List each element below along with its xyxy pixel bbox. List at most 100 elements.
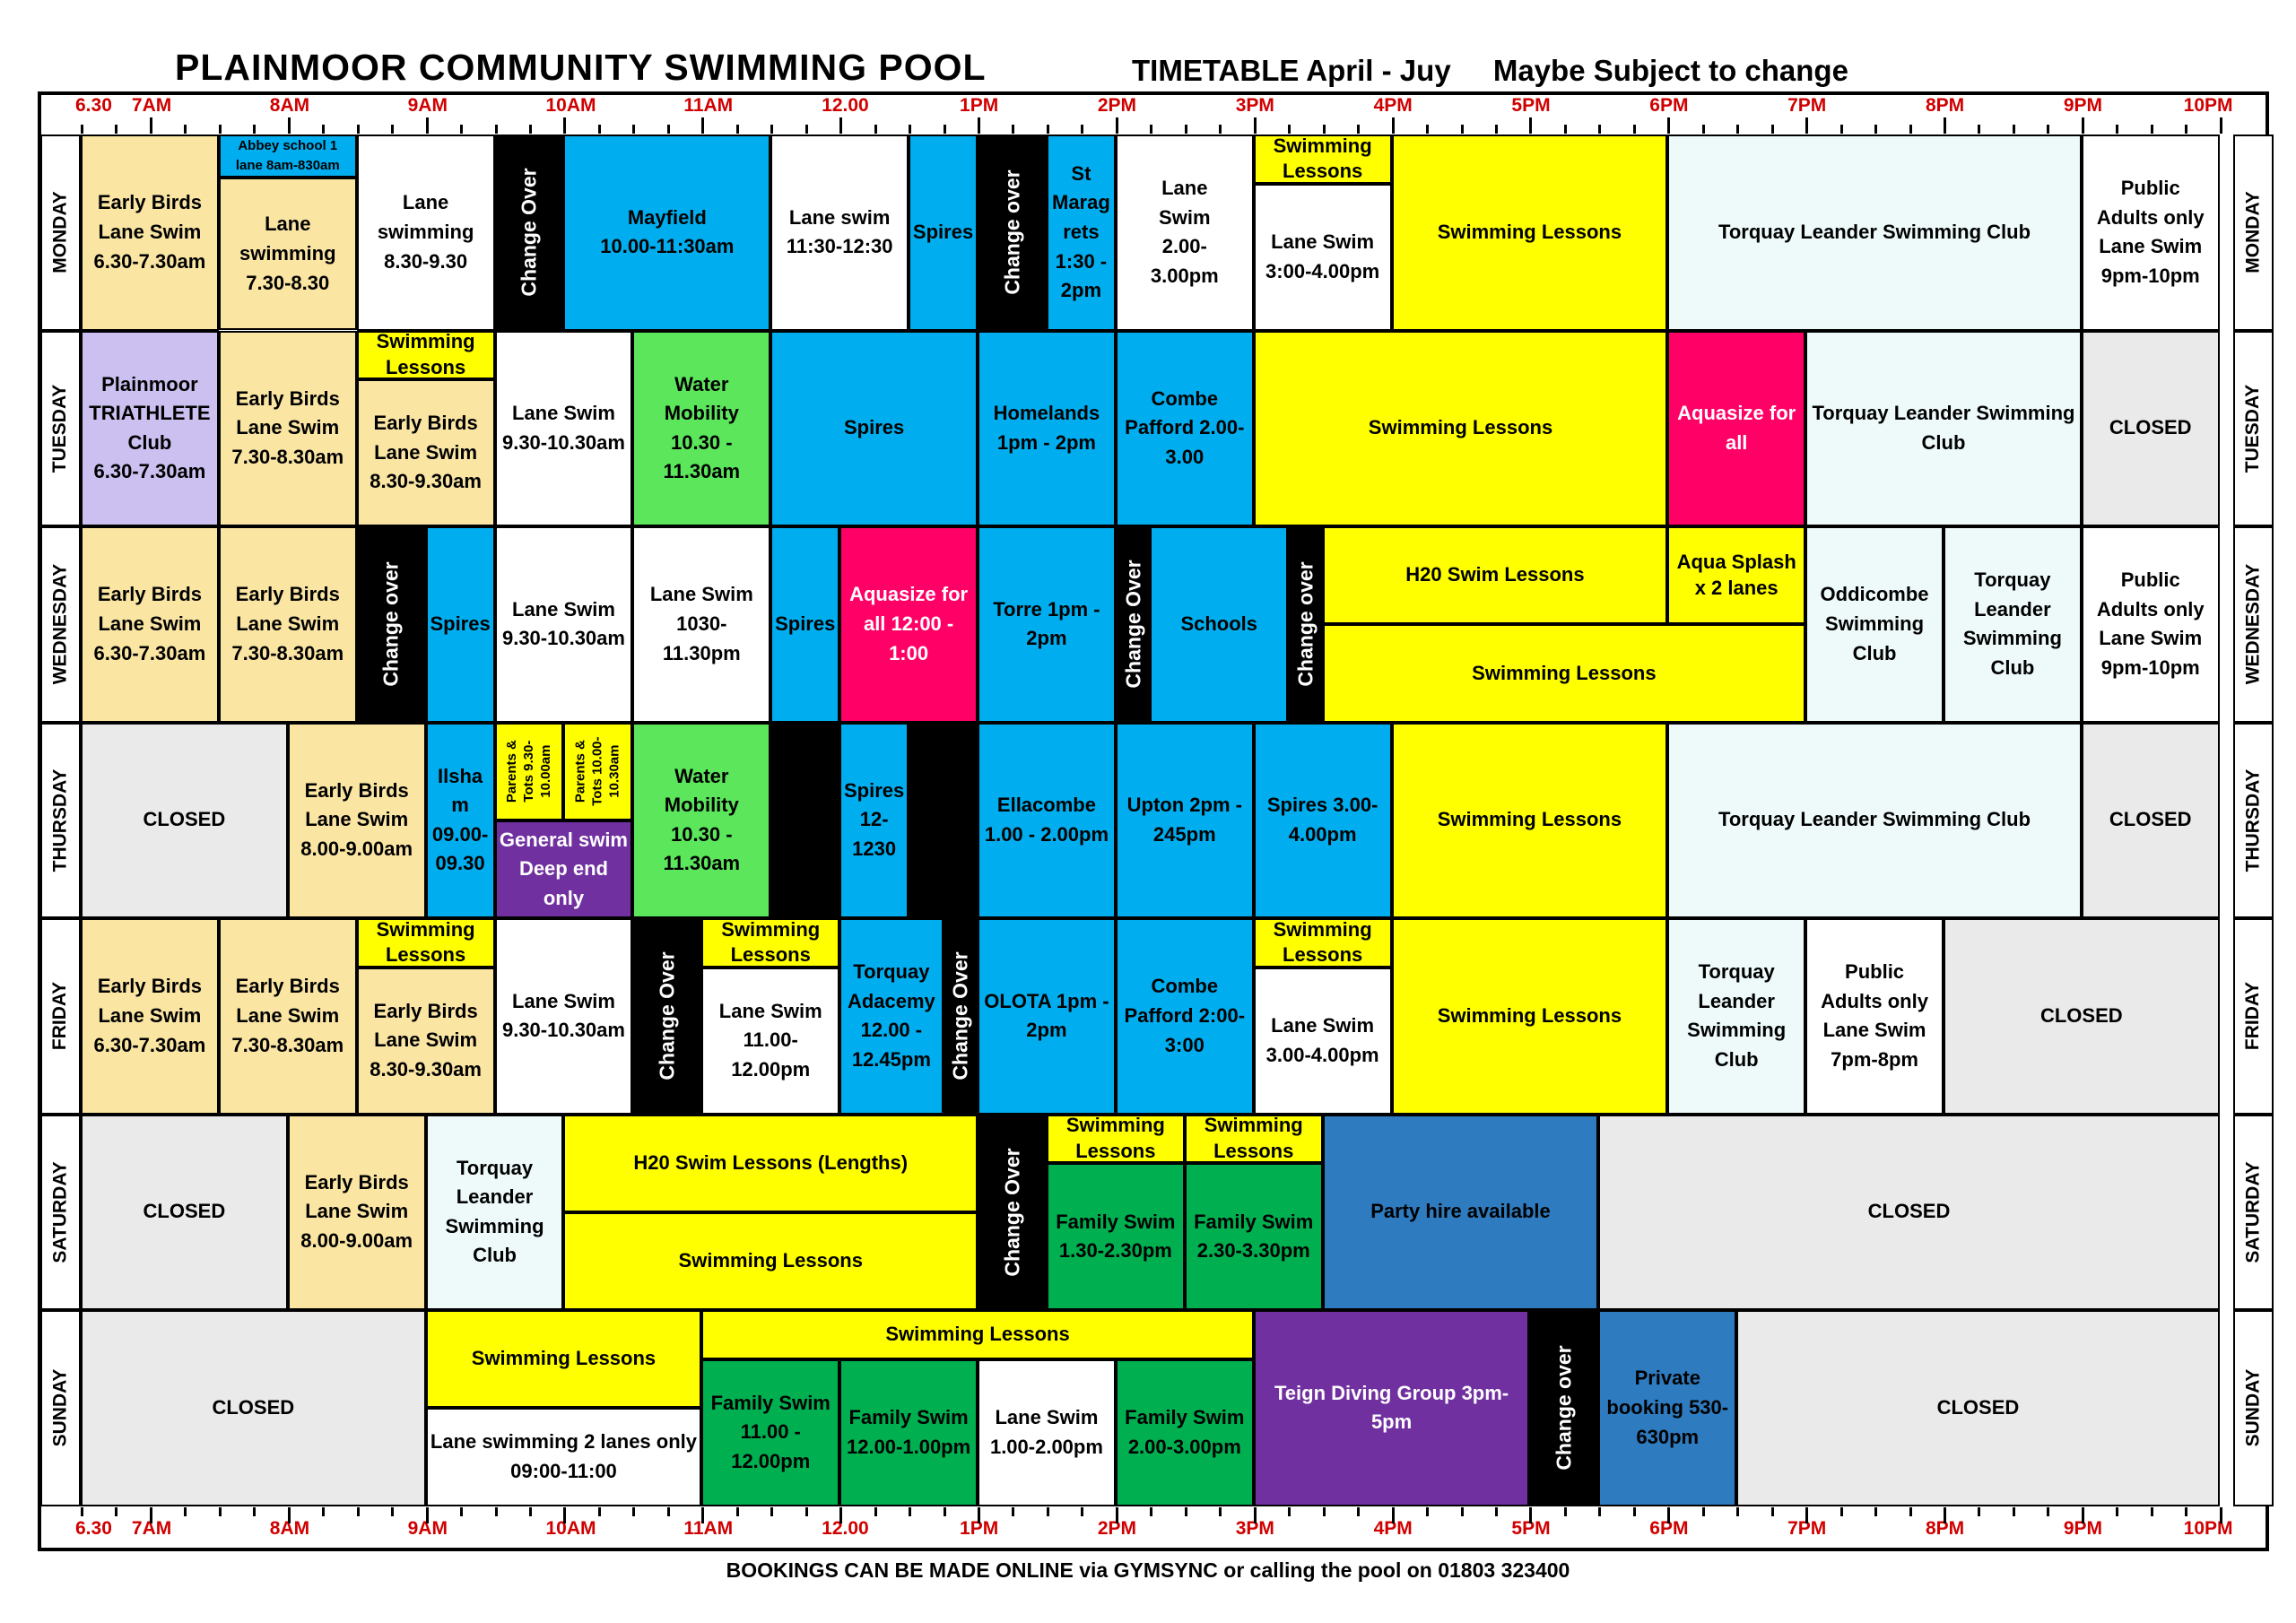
session-family-swim[interactable]: Family Swim 2.00-3.00pm (1115, 1358, 1254, 1506)
session-aqua-splash[interactable]: Aqua Splash x 2 lanes (1667, 526, 1806, 625)
session-early-birds[interactable]: Early Birds Lane Swim 8.30-9.30am (356, 967, 495, 1115)
session-torquay[interactable]: Torquay Leander Swimming Club (1667, 918, 1806, 1115)
session-swimming-lessons[interactable]: Swimming Lessons (563, 1211, 978, 1310)
session-parents[interactable]: Parents & Tots 10.00- 10.30am (563, 722, 633, 820)
session-swimming-lessons[interactable]: Swimming Lessons (1391, 918, 1668, 1115)
session-early-birds[interactable]: Early Birds Lane Swim 8.30-9.30am (356, 379, 495, 526)
session-lane-swim[interactable]: Lane Swim 1030- 11.30pm (632, 526, 771, 723)
session-torquay-leander-swimming-club[interactable]: Torquay Leander Swimming Club (1667, 722, 2082, 918)
session-spires[interactable]: Spires 12- 1230 (839, 722, 909, 918)
session-h20-swim-lessons[interactable]: H20 Swim Lessons (1322, 526, 1668, 625)
session-swimming[interactable]: Swimming Lessons (1046, 1114, 1185, 1164)
session-torquay-leander-swimming[interactable]: Torquay Leander Swimming Club (1805, 330, 2082, 526)
session-party-hire-available[interactable]: Party hire available (1322, 1114, 1599, 1310)
session-swimming-lessons[interactable]: Swimming Lessons (1322, 624, 1806, 723)
session-early-birds[interactable]: Early Birds Lane Swim 7.30-8.30am (218, 330, 357, 526)
session-lane-swim[interactable]: Lane Swim 3:00-4.00pm (1253, 183, 1392, 331)
session-mayfield[interactable]: Mayfield 10.00-11:30am (563, 135, 771, 331)
session-h20-swim-lessons-lengths[interactable]: H20 Swim Lessons (Lengths) (563, 1114, 978, 1212)
session-st[interactable]: St Marag rets 1:30 - 2pm (1046, 135, 1116, 331)
session-swimming[interactable]: Swimming Lessons (1253, 135, 1392, 184)
session-lane-swim[interactable]: Lane Swim 3.00-4.00pm (1253, 967, 1392, 1115)
session-teign-diving-group-3pm[interactable]: Teign Diving Group 3pm- 5pm (1253, 1310, 1530, 1506)
session-lane-swim[interactable]: Lane Swim 9.30-10.30am (494, 526, 633, 723)
session-lane-swim[interactable]: Lane Swim 11.00- 12.00pm (701, 967, 840, 1115)
session-public[interactable]: Public Adults only Lane Swim 9pm-10pm (2081, 526, 2220, 723)
session-change-over[interactable]: Change Over (1115, 526, 1151, 723)
session-change-over[interactable]: Change over (356, 526, 426, 723)
session-ilsha[interactable]: Ilsha m 09.00- 09.30 (425, 722, 495, 918)
session-closed[interactable]: CLOSED (81, 1310, 426, 1506)
session-torre-1pm[interactable]: Torre 1pm - 2pm (978, 526, 1116, 723)
session-lane[interactable]: Lane swimming 7.30-8.30 (218, 178, 357, 331)
session-closed[interactable]: CLOSED (81, 1114, 288, 1310)
session-early-birds[interactable]: Early Birds Lane Swim 6.30-7.30am (81, 526, 219, 723)
session-torquay[interactable]: Torquay Leander Swimming Club (425, 1114, 564, 1310)
session-closed[interactable]: CLOSED (2081, 330, 2220, 526)
session-homelands[interactable]: Homelands 1pm - 2pm (978, 330, 1116, 526)
session-change-over[interactable]: Change over (1288, 526, 1323, 723)
session-change-over[interactable]: Change over (978, 135, 1047, 331)
session-ellacombe[interactable]: Ellacombe 1.00 - 2.00pm (978, 722, 1116, 918)
session-spires-3-00[interactable]: Spires 3.00- 4.00pm (1253, 722, 1392, 918)
session-water[interactable]: Water Mobility 10.30 - 11.30am (632, 722, 771, 918)
session-lane-swim[interactable]: Lane swim 11:30-12:30 (770, 135, 909, 331)
session-aquasize-for[interactable]: Aquasize for all (1667, 330, 1806, 526)
session-change-over[interactable]: Change Over (943, 918, 978, 1115)
session-lane-swim[interactable]: Lane Swim 1.00-2.00pm (978, 1358, 1116, 1506)
session-change-over[interactable]: Change over (1529, 1310, 1599, 1506)
session-family-swim[interactable]: Family Swim 11.00 - 12.00pm (701, 1358, 840, 1506)
session-abbey-school-1[interactable]: Abbey school 1 lane 8am-830am (218, 135, 357, 178)
session-early-birds[interactable]: Early Birds Lane Swim 6.30-7.30am (81, 135, 219, 331)
session-public[interactable]: Public Adults only Lane Swim 9pm-10pm (2081, 135, 2220, 331)
session-early-birds[interactable]: Early Birds Lane Swim 7.30-8.30am (218, 918, 357, 1115)
session-early-birds[interactable]: Early Birds Lane Swim 8.00-9.00am (287, 722, 426, 918)
session-swimming[interactable]: Swimming Lessons (356, 330, 495, 380)
session-swimming[interactable]: Swimming Lessons (701, 918, 840, 968)
session-change-over[interactable]: Change Over (494, 135, 564, 331)
session-swimming[interactable]: Swimming Lessons (356, 918, 495, 968)
session-swimming[interactable]: Swimming Lessons (1253, 918, 1392, 968)
session-combe[interactable]: Combe Pafford 2.00- 3.00 (1115, 330, 1254, 526)
session-swimming-lessons[interactable]: Swimming Lessons (425, 1310, 702, 1409)
session-parents[interactable]: Parents & Tots 9.30- 10.00am (494, 722, 564, 820)
session-combe[interactable]: Combe Pafford 2:00- 3:00 (1115, 918, 1254, 1115)
session-torquay[interactable]: Torquay Adacemy 12.00 - 12.45pm (839, 918, 944, 1115)
session-change-over[interactable]: Change Over (978, 1114, 1047, 1310)
session-lane-swim[interactable]: Lane Swim 9.30-10.30am (494, 330, 633, 526)
session-lane-swimming-2-lanes-only[interactable]: Lane swimming 2 lanes only 09:00-11:00 (425, 1408, 702, 1506)
session-upton-2pm[interactable]: Upton 2pm - 245pm (1115, 722, 1254, 918)
session-family-swim[interactable]: Family Swim 1.30-2.30pm (1046, 1163, 1185, 1310)
session-closed[interactable]: CLOSED (1736, 1310, 2220, 1506)
session-swimming[interactable]: Swimming Lessons (1184, 1114, 1323, 1164)
session-torquay[interactable]: Torquay Leander Swimming Club (1943, 526, 2082, 723)
session-private[interactable]: Private booking 530- 630pm (1598, 1310, 1737, 1506)
session-lane-swim[interactable]: Lane Swim 9.30-10.30am (494, 918, 633, 1115)
session-early-birds[interactable]: Early Birds Lane Swim 8.00-9.00am (287, 1114, 426, 1310)
session-schools[interactable]: Schools (1150, 526, 1289, 723)
session-closed[interactable]: CLOSED (81, 722, 288, 918)
session-public[interactable]: Public Adults only Lane Swim 7pm-8pm (1805, 918, 1944, 1115)
session-closed[interactable]: CLOSED (2081, 722, 2220, 918)
session-block[interactable] (770, 722, 840, 918)
session-torquay-leander-swimming-club[interactable]: Torquay Leander Swimming Club (1667, 135, 2082, 331)
session-closed[interactable]: CLOSED (1943, 918, 2220, 1115)
session-family-swim[interactable]: Family Swim 12.00-1.00pm (839, 1358, 978, 1506)
session-swimming-lessons[interactable]: Swimming Lessons (1391, 135, 1668, 331)
session-spires[interactable]: Spires (909, 135, 978, 331)
session-spires[interactable]: Spires (770, 526, 840, 723)
session-swimming-lessons[interactable]: Swimming Lessons (1253, 330, 1668, 526)
session-closed[interactable]: CLOSED (1598, 1114, 2220, 1310)
session-block[interactable] (909, 722, 978, 918)
session-family-swim[interactable]: Family Swim 2.30-3.30pm (1184, 1163, 1323, 1310)
session-oddicombe[interactable]: Oddicombe Swimming Club (1805, 526, 1944, 723)
session-spires[interactable]: Spires (770, 330, 978, 526)
session-early-birds[interactable]: Early Birds Lane Swim 7.30-8.30am (218, 526, 357, 723)
session-early-birds[interactable]: Early Birds Lane Swim 6.30-7.30am (81, 918, 219, 1115)
session-water[interactable]: Water Mobility 10.30 - 11.30am (632, 330, 771, 526)
session-change-over[interactable]: Change Over (632, 918, 702, 1115)
session-aquasize-for[interactable]: Aquasize for all 12:00 - 1:00 (839, 526, 978, 723)
session-general-swim[interactable]: General swim Deep end only (494, 820, 633, 918)
session-olota-1pm[interactable]: OLOTA 1pm - 2pm (978, 918, 1116, 1115)
session-spires[interactable]: Spires (425, 526, 495, 723)
